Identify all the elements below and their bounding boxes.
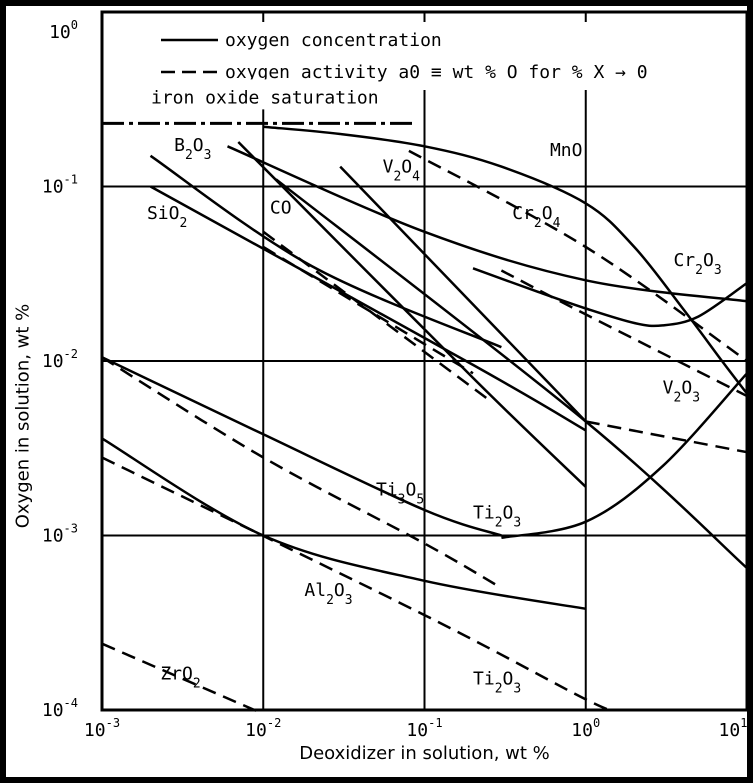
curve-label: V2O4	[383, 157, 421, 185]
curve-label: Ti3O5	[376, 479, 424, 507]
legend-entry-label: oxygen activity a0 ≡ wt % O for % X → 0	[225, 62, 648, 83]
plot-area	[100, 10, 747, 712]
series-mno-solid	[263, 125, 747, 395]
series-v2o4-solid	[237, 141, 587, 488]
series-zro2-dashed	[101, 642, 264, 716]
x-tick-label: 101	[719, 716, 747, 741]
log-log-chart: 10-3 10-2 10-1 100 10110-410-310-210-1100oxy…	[42, 10, 747, 741]
series-mno-dashed	[408, 149, 747, 363]
iron-oxide-saturation-label: iron oxide saturation	[151, 87, 379, 108]
series-sio2-solid	[149, 185, 587, 432]
curve-label: Cr2O3	[673, 250, 721, 278]
y-axis-label-container: Oxygen in solution, wt %	[8, 96, 38, 736]
legend-entry-label: oxygen concentration	[225, 30, 442, 51]
x-tick-label: 100	[571, 716, 600, 741]
series-ti3o5-dashed	[101, 356, 503, 590]
series-v2o3-dashed	[585, 420, 747, 454]
series-b2o3-solid	[149, 154, 502, 349]
x-tick-label: 10-1	[406, 716, 442, 741]
curve-label: SiO2	[147, 203, 187, 231]
curve-label: MnO	[550, 140, 583, 161]
series-cr2o4-dashed	[500, 269, 747, 398]
x-tick-label: 10-3	[84, 716, 120, 741]
y-tick-label: 10-1	[42, 173, 78, 198]
curve-label: V2O3	[663, 378, 700, 406]
y-axis-label: Oxygen in solution, wt %	[12, 303, 34, 529]
saturation-label-bg	[146, 79, 366, 110]
chart-frame: 10-3 10-2 10-1 100 101 10-4 10-3 10-2 10-1 100 oxy…	[6, 6, 747, 777]
series-co-solid	[339, 165, 587, 423]
legend-box	[154, 22, 654, 90]
curve-label: ZrO2	[160, 663, 200, 691]
y-tick-label: 100	[49, 18, 78, 43]
y-tick-label: 10-2	[42, 347, 78, 372]
series-v2o3-solid	[275, 178, 747, 570]
curve-label: Ti2O3	[473, 669, 521, 697]
curve-label: B2O3	[174, 135, 211, 163]
series-sio2-dashed	[262, 245, 474, 375]
curve-label: CO	[270, 198, 292, 219]
series-cr2o3-solid	[472, 267, 747, 328]
series-ti2o3-solid	[101, 437, 587, 611]
series-ti2o3-solid	[501, 372, 747, 540]
curve-label: Ti2O3	[473, 503, 521, 531]
series-al2o3-dashed	[101, 456, 615, 712]
curve-label: Cr2O4	[512, 203, 560, 231]
x-tick-label: 10-2	[245, 716, 281, 741]
curve-label: Al2O3	[304, 580, 352, 608]
x-axis-label: Deoxidizer in solution, wt %	[299, 743, 550, 764]
series-cr2o4-solid	[227, 145, 747, 303]
series-ti3o5-solid	[101, 356, 502, 537]
y-tick-label: 10-4	[42, 696, 78, 721]
y-tick-label: 10-3	[42, 522, 78, 547]
